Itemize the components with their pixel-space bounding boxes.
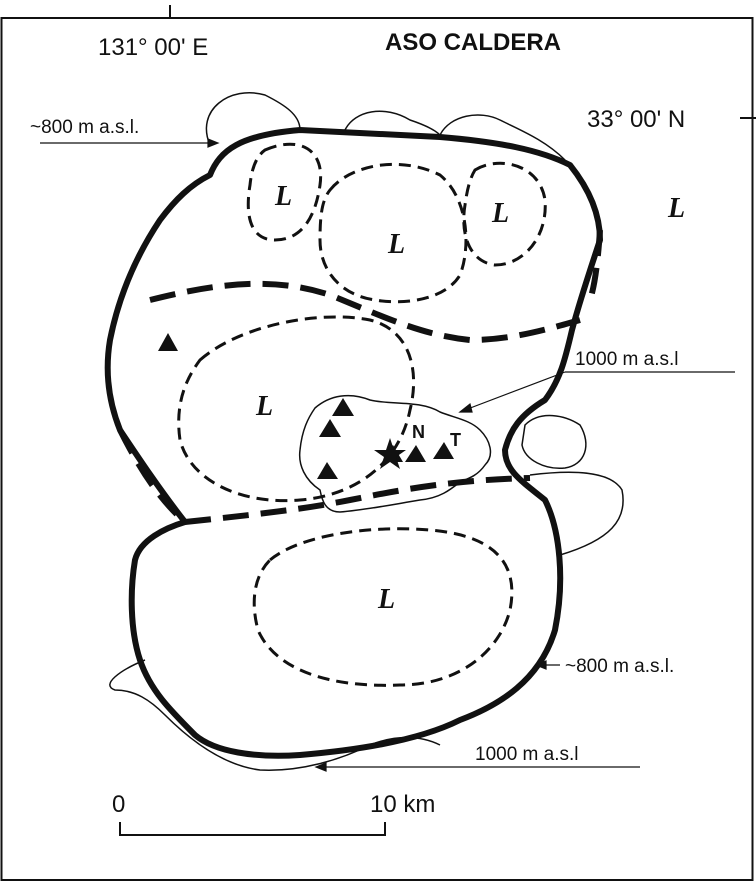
lake-label: L: [387, 229, 405, 260]
vent-label-n: N: [412, 422, 425, 442]
lake-basin-3: [462, 161, 547, 267]
lake-label: L: [491, 198, 509, 229]
elevation-label-bottom: 1000 m a.s.l: [475, 744, 579, 765]
elevation-label-right-lower: ~800 m a.s.l.: [565, 656, 674, 677]
structural-boundary-south: [184, 475, 531, 525]
scale-end-label: 10 km: [370, 791, 435, 818]
scale-bar: 0 10 km: [112, 791, 435, 836]
caldera-rim: [104, 127, 603, 759]
outer-lobe-right: [529, 471, 624, 556]
volcano-triangle: [158, 333, 178, 351]
lake-label: L: [255, 391, 273, 422]
map-frame: [0, 17, 754, 881]
east-hill: [521, 414, 587, 469]
map-title: ASO CALDERA: [385, 29, 561, 56]
latitude-label: 33° 00' N: [587, 106, 685, 133]
elevation-label-right-middle: 1000 m a.s.l: [575, 349, 679, 370]
volcano-triangle: [405, 445, 426, 462]
structural-boundary-west: [117, 428, 187, 525]
structural-boundary-north: [149, 280, 581, 344]
elevation-label-top-left: ~800 m a.s.l.: [30, 117, 139, 138]
volcano-triangle: [332, 398, 354, 416]
structural-boundary-northeast: [587, 229, 603, 301]
lake-label: L: [667, 193, 685, 224]
scale-start-label: 0: [112, 791, 125, 818]
lake-label: L: [377, 584, 395, 615]
active-crater-star-icon: [374, 438, 406, 469]
volcano-triangle: [433, 442, 454, 459]
central-cones-outline: [298, 394, 492, 513]
arrow-head: [314, 762, 327, 772]
longitude-label: 131° 00' E: [98, 34, 208, 61]
lake-label: L: [274, 181, 292, 212]
arrow-head: [458, 402, 473, 413]
volcano-triangle: [317, 462, 338, 479]
lake-basin-1: [246, 142, 323, 242]
arrow-head: [207, 138, 220, 148]
vent-label-t: T: [450, 430, 461, 450]
lake-basin-4: [177, 315, 416, 503]
lake-basin-5: [252, 527, 514, 687]
arrow-head: [534, 660, 547, 670]
leader-line: [464, 371, 566, 411]
outer-lobes-top: [205, 92, 566, 161]
leader-arrows: [40, 138, 735, 772]
lake-basin-2: [318, 162, 468, 304]
volcano-triangle: [319, 419, 341, 437]
